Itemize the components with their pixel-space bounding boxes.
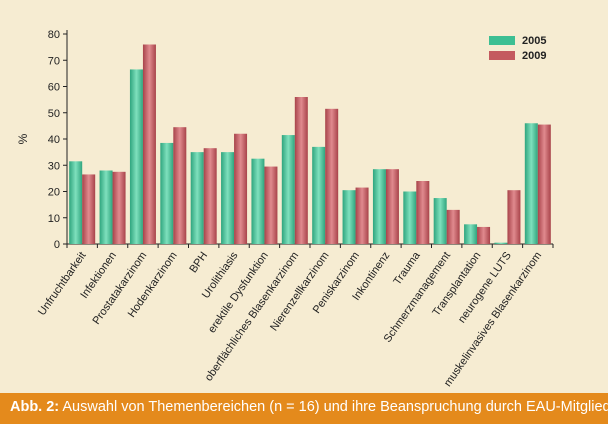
bar-2009 <box>112 171 126 244</box>
x-tick-label: Unfruchtbarkeit <box>36 250 89 318</box>
y-tick-label: 20 <box>48 187 60 199</box>
bar-2005 <box>221 152 235 244</box>
bar-2005 <box>494 242 508 244</box>
y-tick-label: 0 <box>54 239 60 251</box>
y-tick-label: 50 <box>48 108 60 120</box>
chart-plot: 01020304050607080%UnfruchtbarkeitInfekti… <box>16 29 554 389</box>
bar-2005 <box>281 135 295 244</box>
bar-2009 <box>142 44 156 244</box>
bar-2005 <box>403 191 417 244</box>
legend-item-2009: 2009 <box>489 48 546 63</box>
bar-2009 <box>294 97 308 244</box>
bar-2005 <box>69 161 83 244</box>
bar-2009 <box>507 190 521 244</box>
bar-2009 <box>446 209 460 244</box>
y-tick-label: 80 <box>48 29 60 41</box>
y-axis-title: % <box>16 133 30 144</box>
legend-label-2005: 2005 <box>522 34 547 47</box>
bar-2009 <box>537 124 551 244</box>
caption-label: Abb. 2: <box>10 399 60 415</box>
bar-2009 <box>203 148 217 244</box>
bar-2005 <box>251 158 265 244</box>
legend-swatch-2009 <box>489 51 515 60</box>
chart-legend: 2005 2009 <box>489 33 546 63</box>
bar-2005 <box>190 152 204 244</box>
bar-2009 <box>173 127 187 244</box>
bar-2005 <box>160 142 174 244</box>
bar-2005 <box>99 170 113 244</box>
legend-swatch-2005 <box>489 36 515 45</box>
bar-2005 <box>129 69 143 244</box>
bar-2005 <box>464 224 478 244</box>
bar-2009 <box>264 166 278 244</box>
legend-label-2009: 2009 <box>522 49 547 62</box>
bar-2009 <box>477 226 491 244</box>
x-tick-label: Trauma <box>391 249 423 287</box>
bar-2005 <box>524 123 538 244</box>
bar-2005 <box>342 190 356 244</box>
y-tick-label: 60 <box>48 82 60 94</box>
x-tick-label: BPH <box>187 250 210 275</box>
bar-2009 <box>234 133 248 244</box>
bar-2009 <box>385 169 399 244</box>
bar-2009 <box>355 187 369 244</box>
y-tick-label: 70 <box>48 55 60 67</box>
bar-2009 <box>82 174 96 244</box>
x-tick-label: Prostatakarzinom <box>90 250 149 327</box>
bar-2009 <box>325 108 339 244</box>
y-tick-label: 30 <box>48 160 60 172</box>
y-tick-label: 10 <box>48 213 60 225</box>
figure-caption: Abb. 2: Auswahl von Themenbereichen (n =… <box>0 393 608 424</box>
bar-2005 <box>433 198 447 244</box>
bar-2005 <box>312 146 326 244</box>
bar-2005 <box>372 169 386 244</box>
legend-item-2005: 2005 <box>489 33 546 48</box>
bar-2009 <box>416 181 430 244</box>
caption-text: Auswahl von Themenbereichen (n = 16) und… <box>59 399 608 415</box>
y-tick-label: 40 <box>48 134 60 146</box>
